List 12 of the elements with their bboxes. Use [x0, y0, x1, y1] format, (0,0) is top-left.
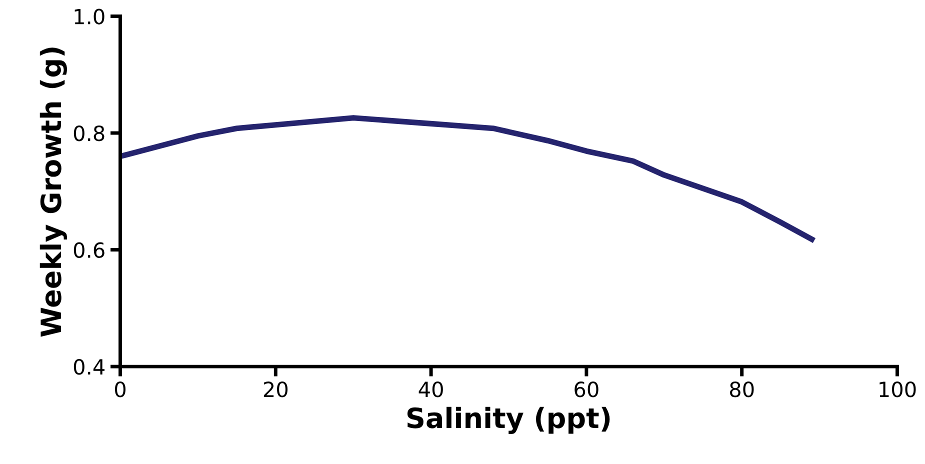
- x-tick-label: 100: [880, 382, 916, 398]
- y-tick-label: 1.0: [74, 8, 104, 24]
- x-tick-label: 20: [264, 382, 288, 398]
- x-tick-label: 60: [574, 382, 598, 398]
- x-tick-label: 80: [730, 382, 754, 398]
- y-tick-label: 0.4: [74, 359, 104, 375]
- y-axis-title: Weekly Growth (g): [40, 48, 67, 337]
- y-tick-label: 0.8: [74, 125, 104, 142]
- x-axis-title: Salinity (ppt): [407, 406, 610, 434]
- x-tick-label: 0: [114, 382, 126, 398]
- y-tick-label: 0.6: [74, 242, 104, 258]
- x-tick-label: 40: [418, 382, 443, 398]
